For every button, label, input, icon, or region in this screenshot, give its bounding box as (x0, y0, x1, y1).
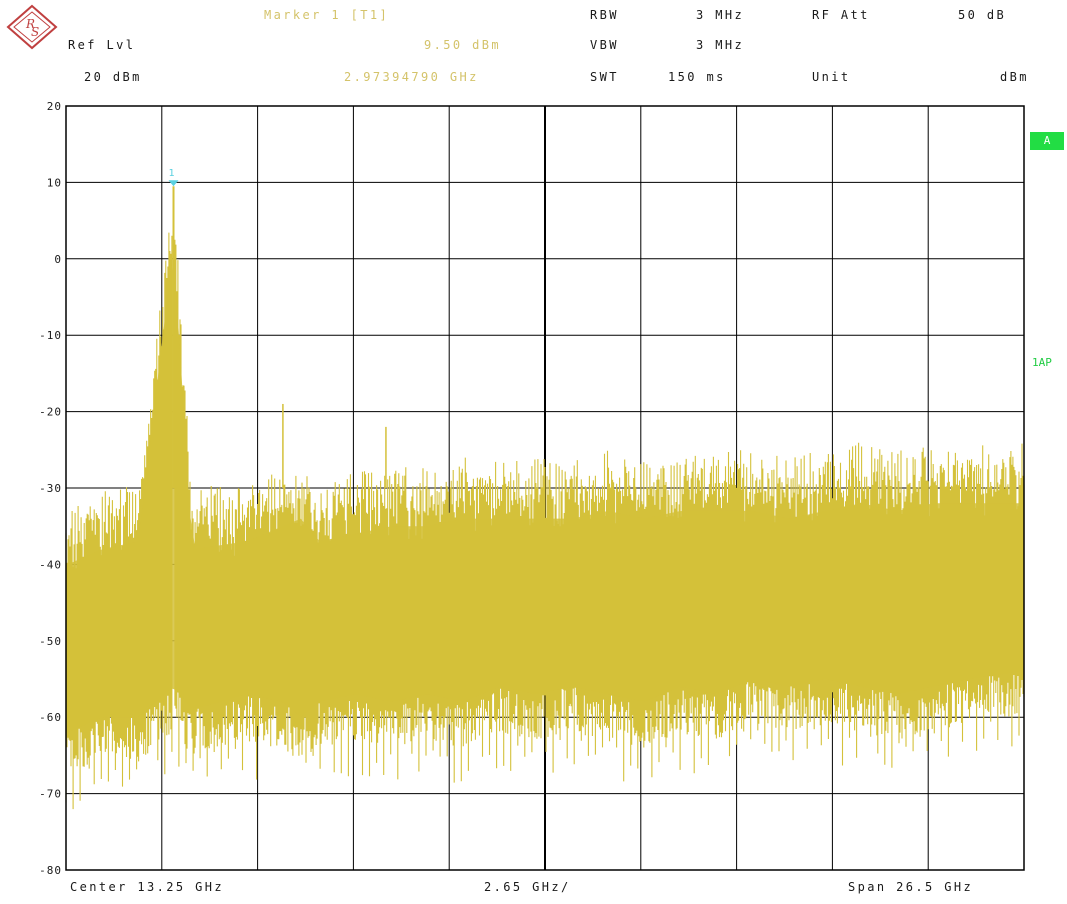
y-tick-label: -50 (39, 635, 62, 648)
marker-1-label: 1 (168, 168, 174, 179)
marker-1-triangle-icon (168, 180, 179, 187)
svg-text:S: S (31, 25, 39, 39)
trace-a-badge: A (1030, 132, 1064, 150)
detector-label: 1AP (1032, 356, 1052, 369)
y-tick-label: -30 (39, 482, 62, 495)
y-tick-label: -70 (39, 788, 62, 801)
rf-attenuation-value: 50 dB (958, 8, 1007, 22)
y-tick-label: 20 (47, 100, 62, 113)
svg-text:R: R (25, 17, 35, 31)
rbw-value: 3 MHz (696, 8, 745, 22)
spur-lines (282, 403, 387, 488)
marker-1: 1 (168, 168, 179, 488)
marker-frequency-value: 2.97394790 GHz (344, 70, 479, 84)
y-tick-label: -80 (39, 864, 62, 877)
y-tick-label: -60 (39, 711, 62, 724)
center-frequency: Center 13.25 GHz (70, 880, 224, 894)
plot-frame (65, 105, 1025, 871)
vbw-value: 3 MHz (696, 38, 745, 52)
y-tick-label: 0 (54, 253, 62, 266)
rbw-label: RBW (590, 8, 619, 22)
ref-level-value: 20 dBm (84, 70, 142, 84)
trace-1-body (66, 264, 1024, 733)
frequency-per-division: 2.65 GHz/ (484, 880, 571, 894)
unit-value: dBm (1000, 70, 1029, 84)
swt-label: SWT (590, 70, 619, 84)
y-axis-tick-labels: 20 10 0 -10 -20 -30 -40 -50 -60 -70 -80 (39, 100, 62, 877)
y-tick-label: -40 (39, 558, 62, 571)
y-tick-label: -20 (39, 406, 62, 419)
y-tick-label: 10 (47, 176, 62, 189)
frequency-span: Span 26.5 GHz (848, 880, 974, 894)
rohde-schwarz-logo-icon: R S (6, 4, 58, 50)
ref-level-label: Ref Lvl (68, 38, 136, 52)
marker-level-value: 9.50 dBm (424, 38, 501, 52)
marker-title: Marker 1 [T1] (264, 8, 390, 22)
rf-attenuation-label: RF Att (812, 8, 870, 22)
y-tick-label: -10 (39, 329, 62, 342)
vbw-label: VBW (590, 38, 619, 52)
unit-label: Unit (812, 70, 851, 84)
swt-value: 150 ms (668, 70, 726, 84)
